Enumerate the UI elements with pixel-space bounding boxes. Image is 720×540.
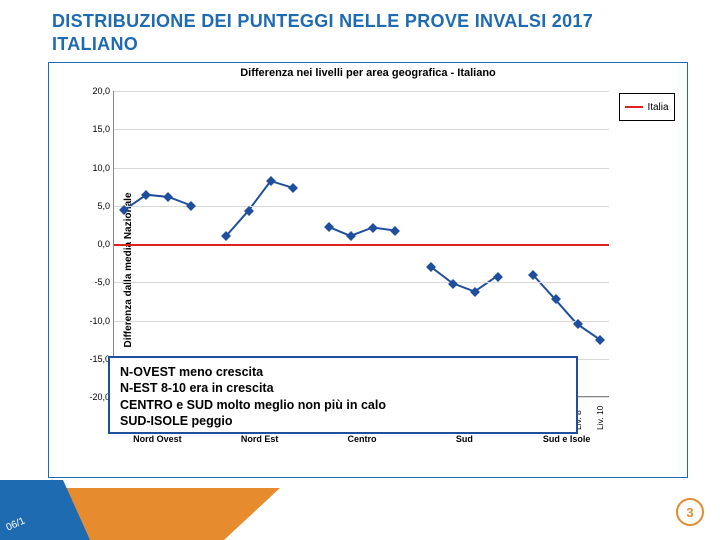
y-tick-label: 5,0: [97, 201, 110, 211]
x-group-label: Sud e Isole: [543, 434, 591, 444]
legend-label: Italia: [647, 102, 668, 113]
series-line: [328, 227, 395, 236]
plot-area: -20,0-15,0-10,0-5,00,05,010,015,020,0Nor…: [113, 91, 609, 397]
page-title: DISTRIBUZIONE DEI PUNTEGGI NELLE PROVE I…: [52, 10, 652, 57]
gridline: [114, 168, 609, 169]
y-tick-label: -5,0: [94, 277, 110, 287]
gridline: [114, 282, 609, 283]
y-tick-label: -10,0: [89, 316, 110, 326]
slide: DISTRIBUZIONE DEI PUNTEGGI NELLE PROVE I…: [0, 0, 720, 540]
slide-number: 3: [676, 498, 704, 526]
y-tick-label: -20,0: [89, 392, 110, 402]
gridline: [114, 91, 609, 92]
legend: Italia: [619, 93, 675, 121]
caption-line: N-EST 8-10 era in crescita: [120, 380, 566, 396]
series-line: [124, 195, 191, 210]
series-line: [226, 181, 293, 236]
x-group-label: Sud: [456, 434, 473, 444]
y-tick-label: 0,0: [97, 239, 110, 249]
series-line: [430, 266, 497, 291]
baseline: [114, 244, 609, 246]
y-tick-label: -15,0: [89, 354, 110, 364]
caption-box: N-OVEST meno crescita N-EST 8-10 era in …: [108, 356, 578, 434]
chart-title: Differenza nei livelli per area geografi…: [49, 67, 687, 79]
caption-line: SUD-ISOLE peggio: [120, 413, 566, 429]
y-tick-label: 20,0: [92, 86, 110, 96]
gridline: [114, 129, 609, 130]
x-tick-label: Liv. 10: [595, 398, 605, 430]
gridline: [114, 321, 609, 322]
x-group-label: Nord Ovest: [133, 434, 182, 444]
series-line: [532, 274, 599, 339]
caption-line: N-OVEST meno crescita: [120, 364, 566, 380]
legend-line-icon: [625, 106, 643, 108]
y-tick-label: 15,0: [92, 124, 110, 134]
caption-line: CENTRO e SUD molto meglio non più in cal…: [120, 397, 566, 413]
x-group-label: Nord Est: [241, 434, 279, 444]
x-group-label: Centro: [348, 434, 377, 444]
y-tick-label: 10,0: [92, 163, 110, 173]
